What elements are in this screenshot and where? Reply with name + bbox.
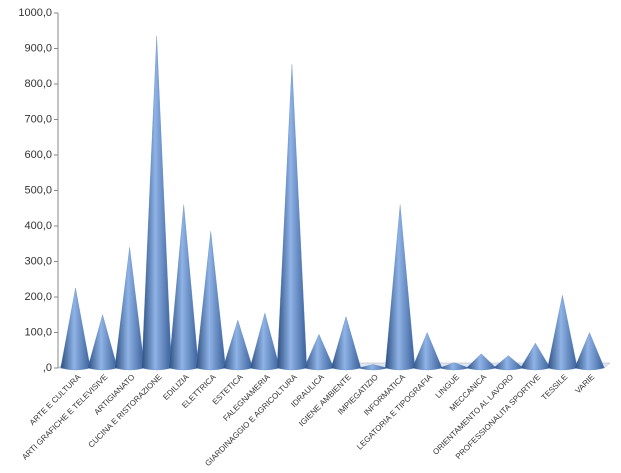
y-tick-label: 1000,0 [18, 7, 52, 19]
y-tick-label: 800,0 [24, 78, 52, 90]
y-tick-label: 700,0 [24, 113, 52, 125]
x-tick-label: ARTE E CULTURA [28, 372, 83, 427]
cone [547, 295, 578, 371]
x-tick-label: TESSILE [540, 373, 570, 403]
cone [276, 64, 307, 371]
cone [412, 332, 443, 371]
y-tick-label: 100,0 [24, 326, 52, 338]
cone [60, 288, 91, 371]
cone [385, 204, 416, 371]
y-tick-label: 200,0 [24, 291, 52, 303]
cone [87, 314, 118, 371]
cone [168, 204, 199, 371]
cone [249, 312, 280, 371]
y-tick-label: 500,0 [24, 184, 52, 196]
cone [330, 315, 362, 371]
cone [195, 231, 226, 371]
cone [520, 342, 551, 371]
x-tick-label: FALEGNAMERIA [221, 372, 272, 423]
y-tick-label: 400,0 [24, 220, 52, 232]
y-tick-label: 300,0 [24, 255, 52, 267]
cone [114, 247, 145, 371]
cone [222, 319, 253, 371]
x-tick-label: VARIE [573, 373, 596, 396]
cone [141, 36, 172, 371]
y-tick-label: 900,0 [24, 42, 52, 54]
cone [466, 353, 497, 371]
cone [574, 332, 605, 371]
y-tick-label: ,0 [43, 362, 52, 374]
cone [303, 333, 335, 371]
y-tick-label: 600,0 [24, 149, 52, 161]
x-tick-label: LINGUE [434, 373, 461, 400]
